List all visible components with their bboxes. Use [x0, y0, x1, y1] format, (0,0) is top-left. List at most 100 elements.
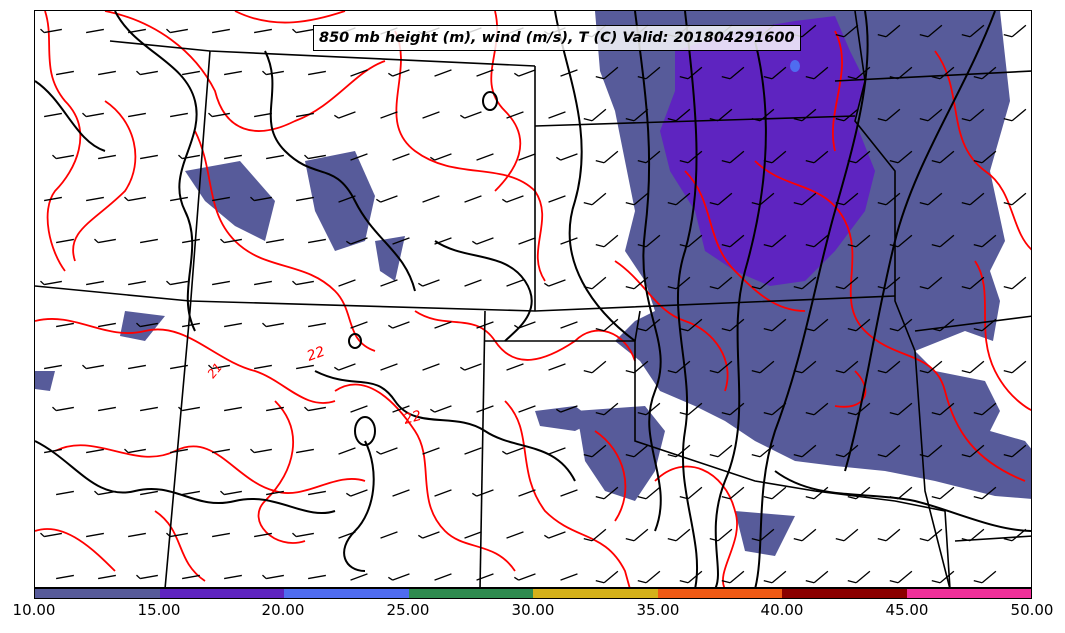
- map-panel: 22 22 21 850 mb height (m), wind (m/s), …: [34, 10, 1032, 588]
- wind-barb: [1003, 528, 1027, 542]
- state-border: [479, 310, 486, 587]
- wind-barb: [919, 192, 943, 206]
- wind-barb: [182, 70, 200, 76]
- wind-barb: [595, 66, 619, 80]
- colorbar-tick-label: 50.00: [1010, 601, 1054, 619]
- wind-barb: [476, 153, 494, 161]
- wind-barb: [220, 238, 242, 244]
- wind-barb: [877, 444, 901, 458]
- wind-barb: [889, 318, 913, 332]
- state-border: [164, 50, 211, 587]
- wind-barb: [595, 318, 619, 332]
- wind-barb: [763, 486, 787, 500]
- wind-barb: [931, 66, 955, 80]
- height-contour: [114, 11, 198, 332]
- wind-barb: [254, 364, 272, 370]
- wind-barb: [350, 573, 368, 581]
- wind-barb: [637, 150, 661, 164]
- wind-shading-region-nebraska: [375, 236, 405, 281]
- wind-barb: [296, 448, 314, 454]
- wind-barb: [679, 402, 703, 416]
- wind-barb: [1003, 444, 1027, 458]
- state-boundaries: [35, 11, 1031, 587]
- height-contour: [714, 40, 767, 587]
- wind-barb: [502, 447, 524, 455]
- colorbar-segment: [657, 589, 782, 598]
- colorbar-segment: [35, 589, 160, 598]
- wind-barb: [847, 486, 871, 500]
- wind-barb: [98, 406, 116, 412]
- wind-barb: [1003, 360, 1027, 374]
- wind-barb: [667, 444, 691, 458]
- map-title: 850 mb height (m), wind (m/s), T (C) Val…: [313, 25, 801, 51]
- wind-barb: [518, 405, 536, 413]
- wind-barb: [583, 192, 607, 206]
- wind-barb: [40, 280, 62, 286]
- wind-barb: [973, 318, 997, 332]
- wind-barb: [86, 196, 104, 202]
- colorbar-tick-label: 35.00: [636, 601, 680, 619]
- wind-barb: [476, 405, 494, 413]
- wind-barb: [350, 69, 368, 77]
- wind-barb: [434, 69, 452, 77]
- wind-barb: [266, 238, 284, 244]
- temperature-contour: [257, 400, 306, 544]
- colorbar-tick-label: 45.00: [885, 601, 929, 619]
- wind-barb: [679, 486, 703, 500]
- state-border: [534, 115, 856, 127]
- wind-barb: [44, 112, 62, 118]
- wind-barb: [751, 276, 775, 290]
- wind-barb: [472, 237, 494, 245]
- wind-barb: [877, 24, 901, 38]
- wind-barb: [254, 532, 272, 538]
- wind-barb: [548, 447, 566, 455]
- colorbar-segment: [159, 589, 284, 598]
- wind-barb: [266, 406, 284, 412]
- temperature-contour: [234, 11, 346, 24]
- temperature-contour: [834, 370, 867, 408]
- wind-barb: [961, 192, 985, 206]
- wind-barb: [182, 490, 200, 496]
- wind-barb: [847, 570, 871, 584]
- wind-barb: [422, 447, 440, 455]
- wind-barb: [793, 108, 817, 122]
- wind-barb: [308, 574, 326, 580]
- wind-barb: [847, 234, 871, 248]
- wind-barb: [128, 364, 146, 370]
- wind-barb: [430, 153, 452, 161]
- wind-barb: [464, 195, 482, 203]
- wind-barb: [472, 489, 494, 497]
- wind-barb: [170, 196, 188, 202]
- wind-barb: [98, 322, 116, 328]
- wind-barb: [595, 402, 619, 416]
- wind-barb: [346, 489, 368, 497]
- height-contour: [264, 50, 416, 292]
- wind-barb: [583, 276, 607, 290]
- wind-barb: [296, 112, 314, 118]
- wind-barb: [751, 192, 775, 206]
- wind-barb: [835, 276, 859, 290]
- wind-barb: [56, 322, 74, 328]
- wind-barb: [476, 69, 494, 77]
- wind-barb: [56, 490, 74, 496]
- wind-barb: [835, 24, 859, 38]
- wind-barb: [212, 280, 230, 286]
- wind-barb: [625, 528, 649, 542]
- wind-barb: [392, 237, 410, 245]
- wind-barb: [380, 531, 398, 539]
- wind-barb: [931, 234, 955, 248]
- temperature-contour: [684, 170, 806, 312]
- wind-barb: [709, 192, 733, 206]
- wind-barb: [514, 69, 536, 77]
- height-contour: [634, 11, 662, 532]
- temperature-contour: [614, 260, 729, 392]
- wind-barb: [679, 570, 703, 584]
- temperature-contour: [194, 130, 376, 352]
- temperature-contour: [394, 30, 546, 282]
- wind-barb: [805, 66, 829, 80]
- wind-barb: [338, 279, 356, 287]
- colorbar-segment: [284, 589, 409, 598]
- wind-barb: [292, 280, 314, 286]
- wind-barb: [262, 70, 284, 76]
- wind-barb: [763, 150, 787, 164]
